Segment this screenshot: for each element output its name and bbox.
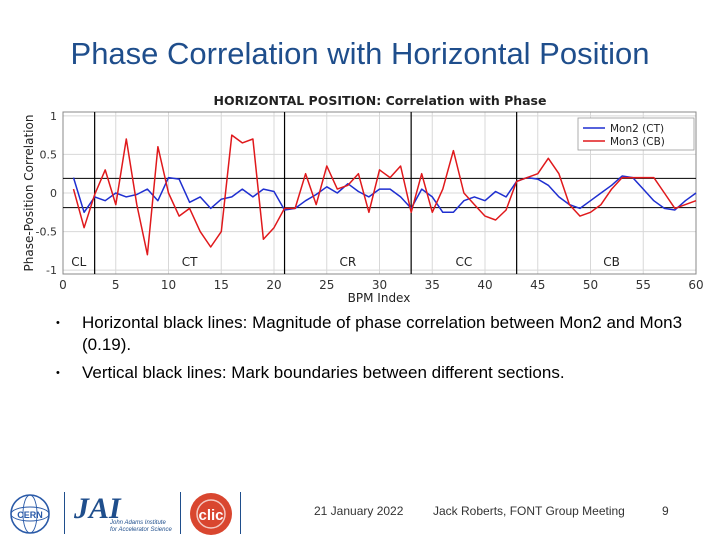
legend-label: Mon3 (CB) <box>610 136 665 148</box>
y-tick-label: 1 <box>50 110 57 123</box>
section-label: CT <box>182 255 198 269</box>
bullet-text: Vertical black lines: Mark boundaries be… <box>82 363 565 382</box>
x-tick-label: 30 <box>372 278 387 292</box>
svg-text:CERN: CERN <box>17 510 43 520</box>
x-tick-label: 15 <box>214 278 229 292</box>
footer-author: Jack Roberts, FONT Group Meeting <box>433 504 625 518</box>
chart-title: HORIZONTAL POSITION: Correlation with Ph… <box>214 93 547 108</box>
correlation-chart: 0 5 10 15 20 25 30 35 40 45 50 55 60 -1 -0.5 0 0.5 1 CL CT… <box>22 93 704 305</box>
svg-text:JAI: JAI <box>73 492 122 525</box>
svg-text:clic: clic <box>198 507 223 524</box>
bullet-marker: • <box>56 317 60 329</box>
tick-labels: 0 5 10 15 20 25 30 35 40 45 50 55 60 -1 -0.5 0 0.5 1 <box>36 110 704 292</box>
x-tick-label: 5 <box>112 278 120 292</box>
bullet-list: • Horizontal black lines: Magnitude of p… <box>50 312 690 390</box>
legend-box <box>577 117 695 151</box>
section-label: CB <box>603 255 620 269</box>
bullet-text: Horizontal black lines: Magnitude of pha… <box>82 313 683 354</box>
section-label: CL <box>71 255 86 269</box>
bullet-item: • Vertical black lines: Mark boundaries … <box>50 362 690 384</box>
bullet-item: • Horizontal black lines: Magnitude of p… <box>50 312 690 356</box>
x-tick-label: 45 <box>530 278 545 292</box>
svg-text:John Adams Institute: John Adams Institute <box>109 520 166 526</box>
mon2-series-line <box>72 175 697 214</box>
bullet-marker: • <box>56 367 60 379</box>
footer-divider <box>240 492 241 534</box>
x-tick-label: 25 <box>319 278 334 292</box>
x-tick-label: 35 <box>425 278 440 292</box>
x-axis-label: BPM Index <box>348 291 411 305</box>
series-lines <box>72 134 697 256</box>
clic-logo: clic <box>188 490 234 538</box>
page-number: 9 <box>662 504 669 518</box>
footer-date: 21 January 2022 <box>314 504 404 518</box>
section-label: CR <box>339 255 356 269</box>
jai-logo-icon: JAI John Adams Institute for Accelerator… <box>73 492 172 533</box>
section-label: CC <box>456 255 473 269</box>
x-tick-label: 60 <box>688 278 703 292</box>
clic-logo-icon: clic <box>190 493 232 535</box>
x-tick-label: 50 <box>583 278 598 292</box>
footer-divider <box>180 492 181 534</box>
legend-label: Mon2 (CT) <box>610 123 664 135</box>
footer: CERN JAI John Adams Institute for Accele… <box>0 484 720 540</box>
y-tick-label: 0.5 <box>40 148 58 161</box>
x-tick-label: 55 <box>636 278 651 292</box>
cern-logo-icon: CERN <box>10 494 50 534</box>
jai-logo: JAI John Adams Institute for Accelerator… <box>72 490 172 536</box>
slide-title: Phase Correlation with Horizontal Positi… <box>70 36 650 71</box>
x-tick-label: 20 <box>266 278 281 292</box>
svg-text:for Accelerator Science: for Accelerator Science <box>110 527 172 533</box>
footer-divider <box>64 492 65 534</box>
cern-logo: CERN <box>8 492 52 536</box>
y-tick-label: -1 <box>46 264 57 277</box>
chart-legend: Mon2 (CT)Mon3 (CB) <box>577 117 695 151</box>
y-axis-label: Phase-Position Correlation <box>22 115 36 272</box>
section-labels: CL CT CR CC CB <box>71 255 620 269</box>
x-tick-label: 0 <box>59 278 67 292</box>
x-tick-label: 10 <box>161 278 176 292</box>
mon3-series-line <box>72 134 697 256</box>
y-tick-label: 0 <box>50 187 57 200</box>
y-tick-label: -0.5 <box>36 226 57 239</box>
x-tick-label: 40 <box>477 278 492 292</box>
